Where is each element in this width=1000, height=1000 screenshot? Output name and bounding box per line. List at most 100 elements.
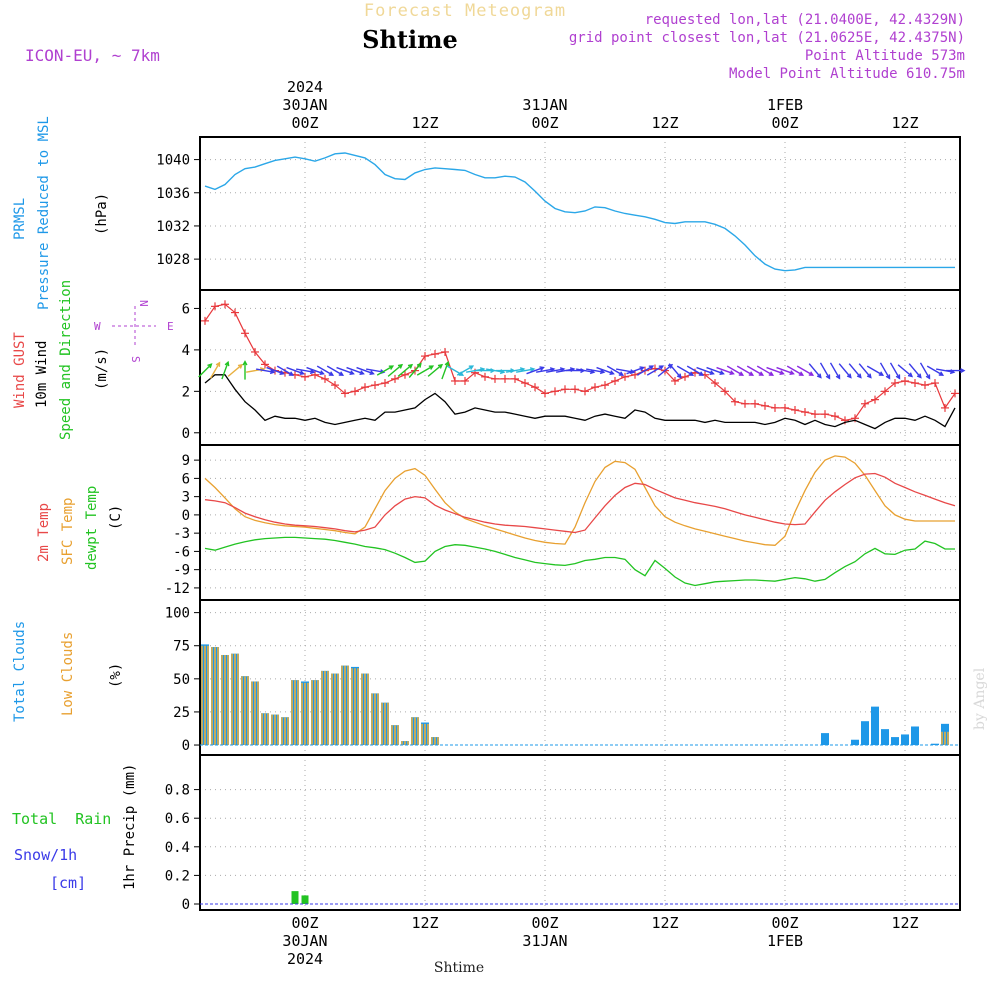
arrow-shaft [646, 365, 664, 376]
arrow-shaft [596, 366, 614, 375]
arrow-shaft [776, 366, 794, 375]
arrow-shaft [636, 365, 654, 376]
top-time-label: 00Z [291, 114, 318, 132]
gust-point [441, 347, 449, 356]
wind-dir-arrow [946, 368, 966, 374]
gust-point [781, 403, 789, 412]
cloud-bar [241, 676, 249, 746]
arrow-head [667, 363, 674, 369]
gust-point [431, 350, 439, 359]
arrow-shaft [936, 368, 954, 373]
gust-point [461, 376, 469, 385]
cloud-bar [331, 673, 339, 746]
cloud-bar [211, 647, 219, 746]
t2m-line [204, 472, 956, 534]
cloud-bar [271, 714, 279, 746]
gust-point [321, 374, 329, 383]
cloud-bar [261, 713, 269, 746]
arrow-head [960, 368, 966, 374]
gust-point [951, 389, 959, 398]
total-cloud-bar [901, 734, 909, 746]
wind-dir-arrow [427, 363, 444, 377]
super-title: Forecast Meteogram [364, 1, 566, 21]
gust-point [901, 376, 909, 385]
arrow-shaft [366, 368, 384, 373]
arrow-shaft [296, 368, 314, 373]
cloud-bar [851, 739, 859, 746]
gust-point [311, 370, 319, 379]
temp-label-sfc: SFC Temp [60, 498, 76, 565]
wind-dir-arrow [256, 368, 276, 375]
arrow-shaft [858, 363, 872, 378]
temp-label-dewpt: dewpt Temp [84, 486, 100, 570]
top-time-label: 1FEB [767, 96, 803, 114]
arrow-head [846, 373, 852, 379]
arrow-head [359, 370, 365, 375]
arrow-shaft [819, 362, 831, 379]
wind-dir-arrow [276, 365, 295, 376]
cloud-bar [861, 721, 869, 746]
precip-legend-snow: Snow/1h [14, 846, 77, 864]
arrow-shaft [546, 368, 564, 373]
arrow-shaft [829, 362, 841, 379]
wind-dir-arrow [596, 366, 615, 375]
arrow-head [444, 360, 450, 367]
arrow-shaft [427, 364, 443, 377]
bottom-time-label: 31JAN [522, 932, 567, 950]
ytick-label: 0.8 [165, 783, 190, 799]
arrow-head [629, 369, 636, 375]
cloud-bar [871, 706, 879, 746]
gust-point [571, 385, 579, 394]
arrow-shaft [506, 368, 524, 373]
cloud-unit: (%) [108, 663, 124, 688]
arrow-head [738, 371, 745, 376]
top-time-label: 31JAN [522, 96, 567, 114]
total-cloud-bar [861, 721, 869, 746]
gust-point [731, 397, 739, 406]
rain-bar [301, 895, 309, 904]
arrow-shaft [536, 368, 554, 373]
wind-dir-arrow [606, 365, 625, 376]
cloud-bar [231, 653, 239, 746]
wind-dir-arrow [198, 363, 213, 378]
wind-dir-arrow [746, 365, 765, 376]
cloud-bar [941, 723, 949, 746]
gust-point [621, 372, 629, 381]
pressure-line [204, 152, 955, 272]
bottom-time-label: 00Z [771, 914, 798, 932]
arrow-head [779, 370, 785, 375]
arrow-shaft [626, 366, 644, 375]
arrow-head [215, 361, 221, 367]
wind-dir-arrow [316, 365, 335, 376]
arrow-head [856, 373, 862, 379]
arrow-shaft [416, 365, 434, 376]
compass-n: N [137, 300, 150, 307]
gust-point [681, 372, 689, 381]
arrow-shaft [756, 365, 774, 376]
gust-point [541, 389, 549, 398]
arrow-shaft [786, 365, 804, 376]
arrow-head [207, 363, 213, 369]
arrow-shaft [838, 363, 852, 378]
gust-point [871, 395, 879, 404]
arrow-shaft [316, 365, 334, 376]
arrow-head [639, 366, 645, 371]
wind-labels: Wind GUST 10m Wind Speed and Direction (… [12, 280, 174, 440]
arrow-shaft [346, 366, 364, 375]
arrow-head [599, 369, 606, 375]
arrow-head [789, 370, 795, 375]
arrow-head [369, 370, 375, 375]
gust-point [371, 381, 379, 390]
wind-dir-arrow [756, 365, 775, 376]
precip-ylabel: 1hr Precip (mm) [122, 764, 138, 890]
arrow-shaft [586, 368, 604, 373]
gust-point [811, 410, 819, 419]
arrow-shaft [657, 364, 673, 377]
arrow-shaft [706, 366, 724, 375]
cloud-bar [381, 702, 389, 746]
bottom-time-label: 1FEB [767, 932, 803, 950]
arrow-head [618, 371, 625, 376]
arrow-shaft [456, 365, 474, 376]
wind-dir-arrow [879, 362, 891, 380]
gust-point [741, 399, 749, 408]
